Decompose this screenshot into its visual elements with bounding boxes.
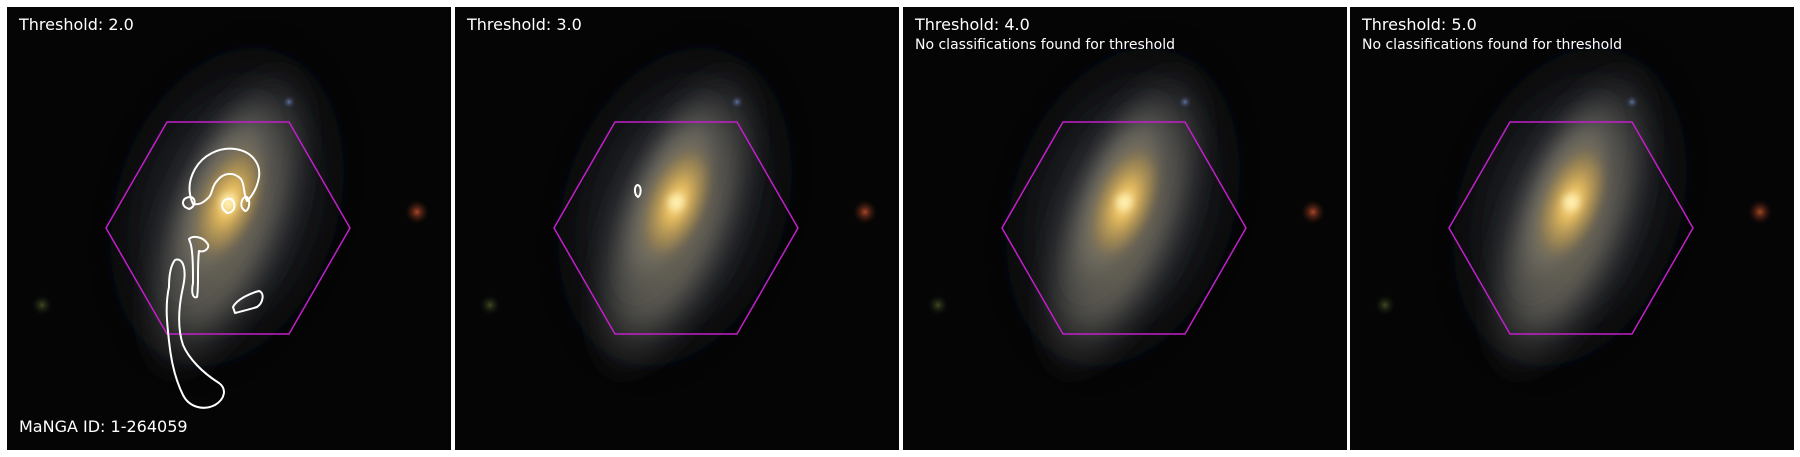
galaxy-image xyxy=(903,7,1347,450)
no-classifications-note: No classifications found for threshold xyxy=(1362,37,1622,53)
panel-threshold-2: Threshold: 2.0 MaNGA ID: 1-264059 xyxy=(7,7,451,450)
contour-lines xyxy=(633,184,642,198)
no-classifications-note: No classifications found for threshold xyxy=(915,37,1175,53)
ifu-hexagon xyxy=(105,121,351,335)
contour-lines xyxy=(165,147,264,409)
ifu-hexagon xyxy=(553,121,799,335)
galaxy-image xyxy=(1350,7,1794,450)
threshold-label: Threshold: 4.0 xyxy=(915,15,1030,34)
threshold-label: Threshold: 5.0 xyxy=(1362,15,1477,34)
panel-threshold-5: Threshold: 5.0 No classifications found … xyxy=(1350,7,1794,450)
ifu-hexagon xyxy=(1448,121,1694,335)
panel-threshold-3: Threshold: 3.0 xyxy=(455,7,899,450)
galaxy-image xyxy=(455,7,899,450)
threshold-label: Threshold: 3.0 xyxy=(467,15,582,34)
manga-id-label: MaNGA ID: 1-264059 xyxy=(19,417,188,436)
threshold-label: Threshold: 2.0 xyxy=(19,15,134,34)
panel-threshold-4: Threshold: 4.0 No classifications found … xyxy=(903,7,1347,450)
ifu-hexagon xyxy=(1001,121,1247,335)
galaxy-image xyxy=(7,7,451,450)
